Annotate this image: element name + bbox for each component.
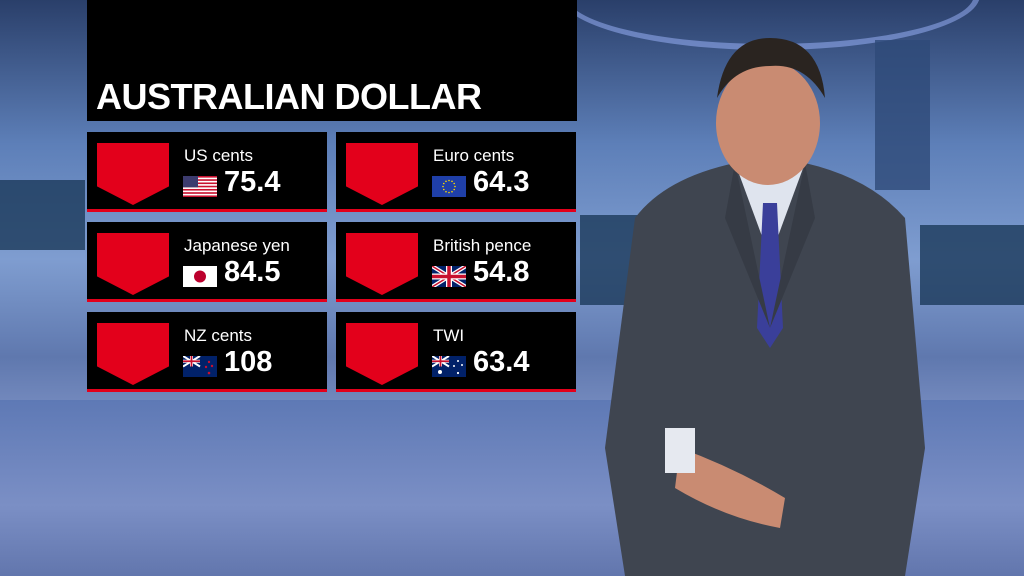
page-title: AUSTRALIAN DOLLAR (96, 76, 482, 117)
down-arrow-icon (346, 323, 418, 385)
currency-label: Euro cents (433, 146, 515, 165)
currency-label: British pence (433, 236, 532, 255)
studio-screen (0, 180, 85, 250)
currency-label: TWI (433, 326, 465, 345)
currency-value: 64.3 (473, 166, 530, 198)
currency-label: Japanese yen (184, 236, 290, 255)
down-arrow-icon (346, 233, 418, 295)
currency-value: 75.4 (224, 166, 281, 198)
currency-card: TWI 63.4 (336, 312, 576, 392)
currency-card: NZ cents 108 (87, 312, 327, 392)
currency-value: 84.5 (224, 256, 281, 288)
uk-flag-icon (432, 266, 466, 287)
currency-card: US cents 75.4 (87, 132, 327, 212)
studio-pillar (875, 40, 930, 190)
currency-label: US cents (184, 146, 253, 165)
studio-screen (920, 225, 1024, 305)
us-flag-icon (183, 176, 217, 197)
currency-card: British pence 54.8 (336, 222, 576, 302)
currency-value: 54.8 (473, 256, 530, 288)
down-arrow-icon (346, 143, 418, 205)
eu-flag-icon (432, 176, 466, 197)
down-arrow-icon (97, 323, 169, 385)
down-arrow-icon (97, 143, 169, 205)
presenter (605, 38, 925, 576)
currency-card: Japanese yen 84.5 (87, 222, 327, 302)
down-arrow-icon (97, 233, 169, 295)
currency-value: 108 (224, 346, 273, 378)
currency-label: NZ cents (184, 326, 253, 345)
australia-flag-icon (432, 356, 466, 377)
currency-card: Euro cents 64.3 (336, 132, 576, 212)
title-panel (87, 0, 577, 121)
japan-flag-icon (183, 266, 217, 287)
nz-flag-icon (183, 356, 217, 377)
currency-value: 63.4 (473, 346, 530, 378)
